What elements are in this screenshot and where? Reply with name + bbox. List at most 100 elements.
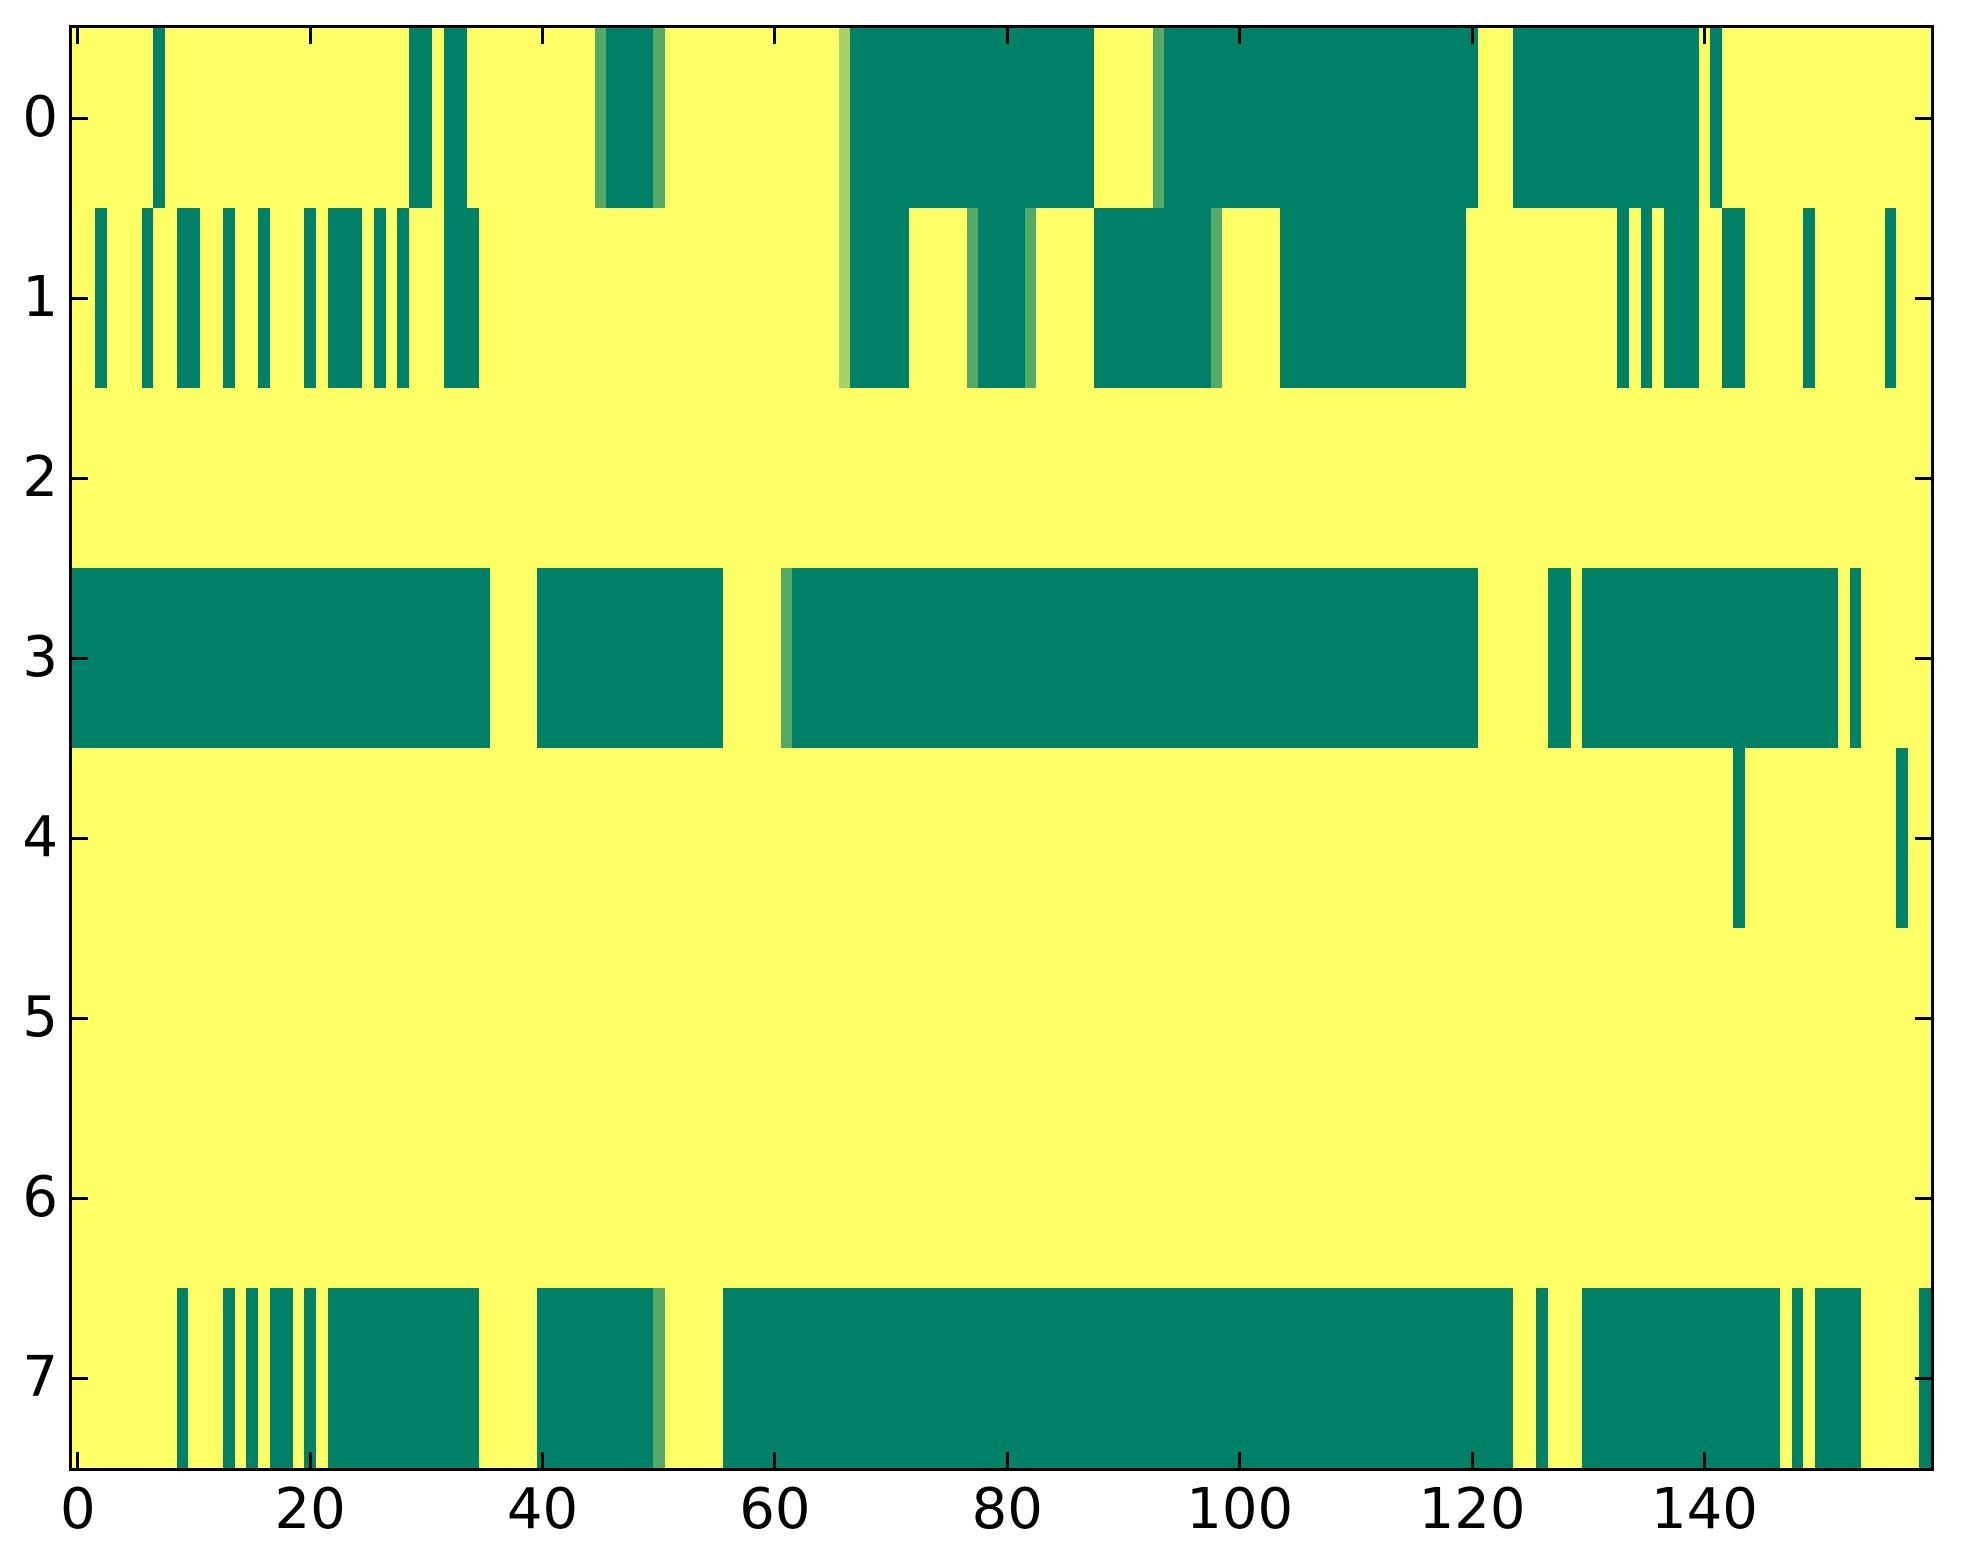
x-tick-label: 80: [971, 1477, 1043, 1542]
heatmap-segment: [1849, 568, 1862, 748]
x-tick: [308, 1452, 312, 1468]
x-tick-label: 0: [59, 1477, 96, 1542]
heatmap-segment: [397, 208, 409, 388]
heatmap-segment: [536, 568, 723, 748]
heatmap-segment: [652, 28, 665, 208]
y-tick: [72, 656, 88, 660]
heatmap-segment: [978, 208, 1025, 388]
x-tick-label: 120: [1418, 1477, 1526, 1542]
y-tick: [1915, 296, 1931, 300]
heatmap-segment: [1896, 748, 1908, 928]
heatmap-segment: [1663, 208, 1699, 388]
y-tick-label: 2: [22, 445, 58, 510]
x-tick: [1702, 1452, 1706, 1468]
heatmap-segment: [223, 208, 235, 388]
heatmap-segment: [408, 28, 433, 208]
heatmap-segment: [838, 208, 851, 388]
x-tick: [1470, 28, 1474, 44]
heatmap-segment: [72, 568, 491, 748]
x-tick: [541, 1452, 545, 1468]
heatmap-segment: [838, 28, 851, 208]
y-tick: [1915, 476, 1931, 480]
heatmap-segment: [269, 1288, 293, 1468]
heatmap-segment: [792, 568, 1478, 748]
heatmap-segment: [1164, 28, 1478, 208]
heatmap-segment: [246, 1288, 258, 1468]
heatmap-segment: [1791, 1288, 1804, 1468]
y-tick-label: 7: [22, 1345, 58, 1410]
y-tick: [72, 1016, 88, 1020]
x-tick: [1238, 1452, 1242, 1468]
y-tick-label: 0: [22, 85, 58, 150]
heatmap-segment: [1024, 208, 1037, 388]
heatmap-segment: [257, 208, 270, 388]
heatmap-segment: [966, 208, 979, 388]
y-tick-label: 4: [22, 805, 58, 870]
x-tick-label: 60: [739, 1477, 811, 1542]
y-tick: [1915, 836, 1931, 840]
heatmap-segment: [652, 1288, 665, 1468]
heatmap-segment: [176, 208, 200, 388]
heatmap-segment: [1884, 208, 1897, 388]
heatmap-segment: [327, 208, 363, 388]
y-tick-label: 5: [22, 985, 58, 1050]
x-tick: [541, 28, 545, 44]
heatmap-segment: [95, 208, 107, 388]
y-tick: [1915, 656, 1931, 660]
heatmap-segment: [153, 28, 165, 208]
x-tick-label: 20: [274, 1477, 346, 1542]
heatmap-canvas: [72, 28, 1931, 1468]
y-tick: [72, 1196, 88, 1200]
y-tick-label: 1: [22, 265, 58, 330]
heatmap-segment: [1710, 28, 1722, 208]
y-tick: [72, 116, 88, 120]
heatmap-segment: [304, 1288, 316, 1468]
y-tick: [1915, 1196, 1931, 1200]
heatmap-segment: [443, 28, 468, 208]
heatmap-segment: [327, 1288, 479, 1468]
heatmap-segment: [1721, 208, 1746, 388]
x-tick: [1470, 1452, 1474, 1468]
heatmap-segment: [594, 28, 607, 208]
x-tick: [1702, 28, 1706, 44]
heatmap-segment: [176, 1288, 189, 1468]
heatmap-segment: [1640, 208, 1653, 388]
x-tick: [308, 28, 312, 44]
heatmap-segment: [850, 208, 909, 388]
x-tick: [76, 28, 80, 44]
y-tick: [72, 476, 88, 480]
x-tick-label: 100: [1186, 1477, 1294, 1542]
x-tick: [1238, 28, 1242, 44]
heatmap-segment: [1512, 28, 1699, 208]
x-tick: [1005, 28, 1009, 44]
heatmap-segment: [1733, 748, 1746, 928]
heatmap-segment: [304, 208, 316, 388]
heatmap-segment: [780, 568, 793, 748]
heatmap-segment: [1210, 208, 1223, 388]
heatmap-segment: [223, 1288, 235, 1468]
y-tick: [72, 836, 88, 840]
y-tick: [1915, 1376, 1931, 1380]
x-tick: [76, 1452, 80, 1468]
heatmap-segment: [443, 208, 479, 388]
y-tick-label: 6: [22, 1165, 58, 1230]
heatmap-segment: [1803, 208, 1815, 388]
y-tick: [72, 1376, 88, 1380]
heatmap-segment: [374, 208, 386, 388]
heatmap-segment: [1582, 1288, 1780, 1468]
heatmap-segment: [1547, 568, 1571, 748]
y-tick: [1915, 116, 1931, 120]
y-tick: [72, 296, 88, 300]
y-tick: [1915, 1016, 1931, 1020]
y-tick-label: 3: [22, 625, 58, 690]
heatmap-segment: [1535, 1288, 1548, 1468]
x-tick: [1005, 1452, 1009, 1468]
x-tick: [773, 1452, 777, 1468]
heatmap-segment: [850, 28, 1095, 208]
heatmap-segment: [1582, 568, 1839, 748]
heatmap-segment: [1152, 28, 1165, 208]
heatmap-segment: [1094, 208, 1211, 388]
heatmap-segment: [536, 1288, 653, 1468]
x-tick: [773, 28, 777, 44]
